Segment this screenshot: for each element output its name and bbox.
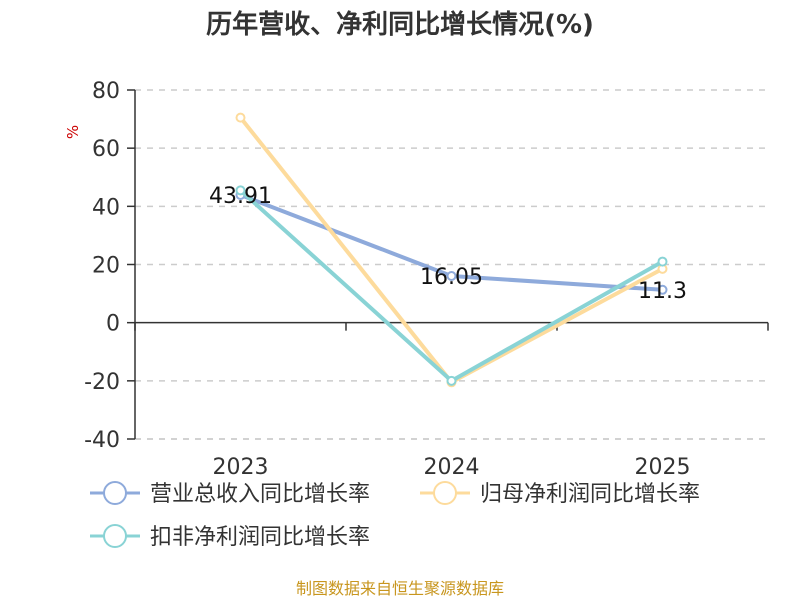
data-point[interactable] [657,256,668,267]
data-label: 11.3 [638,279,687,304]
data-point[interactable] [446,375,457,386]
y-tick-label: 0 [106,312,120,337]
y-tick-label: 40 [92,195,120,220]
data-point[interactable] [446,270,457,281]
data-labels: 43.91 16.05 11.3 [209,184,687,304]
y-axis-label: % [64,125,82,139]
series-lines [235,112,668,388]
legend-marker [433,481,457,505]
legend-item[interactable]: 归母净利润同比增长率 [420,481,700,507]
x-tick-label: 2023 [213,455,269,480]
source-note: 制图数据来自恒生聚源数据库 [296,579,504,598]
data-point[interactable] [235,185,246,196]
data-label: 16.05 [420,265,483,290]
axes: 80 60 40 20 0 -20 -40 2023 2024 2025 [84,79,769,480]
chart-title: 历年营收、净利同比增长情况(%) [206,9,594,40]
legend-label: 营业总收入同比增长率 [150,482,370,507]
legend-label: 扣非净利润同比增长率 [150,525,370,550]
legend-marker [103,524,127,548]
data-label: 43.91 [209,184,272,209]
x-tick-label: 2025 [635,455,691,480]
legend-marker [103,481,127,505]
data-point[interactable] [657,284,668,295]
data-point[interactable] [235,112,246,123]
y-tick-label: 60 [92,137,120,162]
y-tick-label: -20 [84,370,120,395]
legend-item[interactable]: 扣非净利润同比增长率 [90,524,370,550]
y-tick-label: 80 [92,79,120,104]
y-tick-label: -40 [84,428,120,453]
legend-label: 归母净利润同比增长率 [480,482,700,507]
legend-item[interactable]: 营业总收入同比增长率 [90,481,370,507]
y-tick-label: 20 [92,254,120,279]
x-tick-label: 2024 [424,455,480,480]
